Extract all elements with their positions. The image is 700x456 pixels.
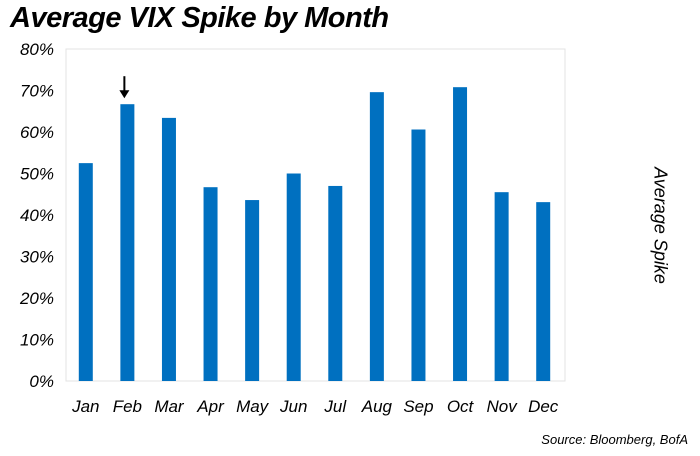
y-tick-label: 20%: [19, 289, 54, 308]
x-tick-label: May: [236, 397, 270, 416]
y-tick-label: 50%: [20, 165, 54, 184]
bar-apr: [203, 187, 218, 381]
bar-jul: [328, 185, 343, 381]
bar-jun: [286, 173, 301, 381]
x-tick-label: Apr: [196, 397, 225, 416]
y-tick-label: 30%: [20, 248, 54, 267]
bar-oct: [453, 87, 468, 382]
bar-sep: [411, 129, 426, 381]
plot-area: [65, 48, 566, 382]
y-tick-label: 40%: [20, 206, 54, 225]
x-tick-label: Aug: [361, 397, 393, 416]
y-tick-label: 70%: [20, 82, 54, 101]
arrow-head-icon: [119, 90, 130, 99]
x-tick-label: Jan: [71, 397, 99, 416]
bar-nov: [494, 192, 509, 381]
x-tick-label: Nov: [487, 397, 519, 416]
bar-mar: [161, 117, 176, 381]
x-tick-label: Sep: [403, 397, 433, 416]
x-tick-label: Oct: [447, 397, 475, 416]
source-note: Source: Bloomberg, BofA: [541, 432, 688, 447]
y-tick-label: 80%: [20, 40, 54, 59]
y-axis-label: Average Spike: [650, 167, 671, 284]
y-tick-label: 60%: [20, 123, 54, 142]
x-tick-label: Mar: [154, 397, 185, 416]
y-tick-label: 0%: [29, 372, 54, 391]
bar-jan: [78, 163, 93, 381]
y-tick-label: 10%: [20, 331, 54, 350]
x-tick-label: Feb: [113, 397, 142, 416]
bar-may: [245, 200, 260, 381]
x-tick-label: Dec: [528, 397, 559, 416]
chart-title: Average VIX Spike by Month: [10, 2, 389, 34]
x-tick-label: Jul: [323, 397, 347, 416]
x-tick-label: Jun: [279, 397, 307, 416]
bar-aug: [369, 92, 384, 381]
bar-feb: [120, 104, 135, 381]
bar-dec: [536, 202, 551, 381]
